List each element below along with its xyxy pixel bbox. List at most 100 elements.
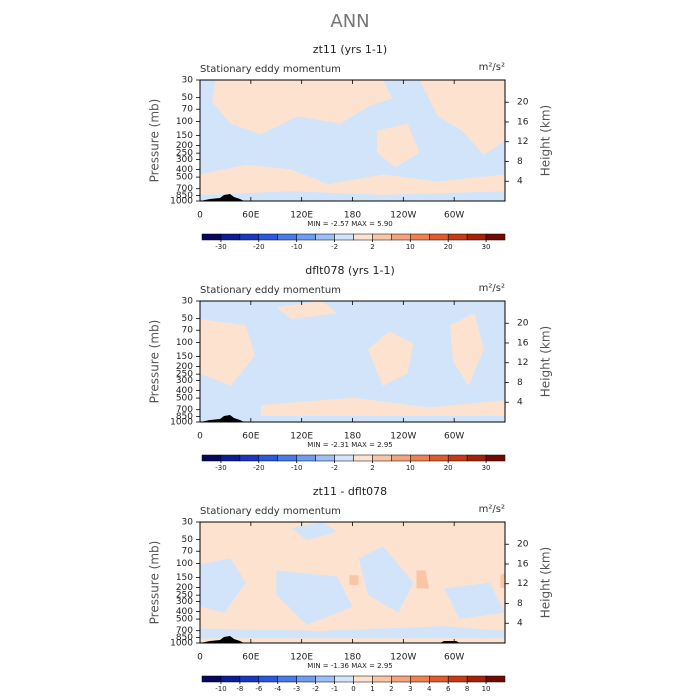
x-tick-label: 180 xyxy=(344,211,361,221)
y-tick-label: 100 xyxy=(176,559,193,569)
y-tick-label: 400 xyxy=(176,386,193,396)
x-tick-label: 120W xyxy=(390,211,416,221)
colorbar-box xyxy=(258,675,278,683)
colorbar-box xyxy=(315,233,335,241)
colorbar-box xyxy=(353,454,373,462)
x-tick-label: 180 xyxy=(344,432,361,442)
colorbar-box xyxy=(447,675,468,683)
topography xyxy=(200,636,460,643)
colorbar-box xyxy=(201,454,222,462)
y2-axis-label: Height (km) xyxy=(539,326,553,397)
contour-region xyxy=(349,575,359,585)
colorbar-label: -2 xyxy=(312,685,319,693)
left-label: Stationary eddy momentum xyxy=(200,506,341,517)
x-tick-label: 0 xyxy=(197,653,203,663)
colorbar-label: 2 xyxy=(389,685,393,693)
topography xyxy=(200,194,244,201)
contour-region xyxy=(261,397,505,416)
y-tick-label: 250 xyxy=(176,591,193,601)
colorbar-box xyxy=(372,675,392,683)
colorbar-label: 20 xyxy=(444,464,453,472)
y-tick-label: 500 xyxy=(176,173,193,183)
y2-tick-label: 16 xyxy=(517,117,529,127)
topography xyxy=(200,415,244,422)
colorbar-box xyxy=(201,675,222,683)
y-tick-label: 700 xyxy=(176,405,193,415)
y-axis-label: Pressure (mb) xyxy=(148,99,162,183)
y-tick-label: 150 xyxy=(176,573,193,583)
contour-field xyxy=(200,301,505,422)
y2-tick-label: 16 xyxy=(517,559,529,569)
colorbar-box xyxy=(315,454,335,462)
y-tick-label: 50 xyxy=(182,535,194,545)
contour-field xyxy=(200,80,505,201)
y-tick-label: 70 xyxy=(182,105,194,115)
y-tick-label: 30 xyxy=(182,297,194,307)
y-tick-label: 500 xyxy=(176,615,193,625)
y2-tick-label: 20 xyxy=(517,319,529,329)
panel-title: zt11 - dflt078 xyxy=(313,485,387,498)
y2-tick-label: 4 xyxy=(517,177,523,187)
colorbar-box xyxy=(296,454,316,462)
colorbar-box xyxy=(391,454,411,462)
colorbar-box xyxy=(334,454,354,462)
colorbar-box xyxy=(334,233,354,241)
colorbar-box xyxy=(315,675,335,683)
colorbar-box xyxy=(466,454,487,462)
colorbar-box xyxy=(239,454,260,462)
colorbar-label: 4 xyxy=(427,685,432,693)
y2-tick-label: 12 xyxy=(517,358,528,368)
x-tick-label: 60E xyxy=(242,432,259,442)
colorbar-box xyxy=(220,454,241,462)
y2-tick-label: 8 xyxy=(517,599,523,609)
left-label: Stationary eddy momentum xyxy=(200,64,341,75)
y2-axis-label: Height (km) xyxy=(539,547,553,618)
colorbar-label: 10 xyxy=(406,243,415,251)
contour-field xyxy=(200,522,505,643)
colorbar-box xyxy=(391,233,411,241)
colorbar-box xyxy=(372,454,392,462)
units-label: m²/s² xyxy=(479,62,505,73)
y2-axis-label: Height (km) xyxy=(539,105,553,176)
contour-region xyxy=(291,522,338,541)
y-tick-label: 400 xyxy=(176,607,193,617)
y-tick-label: 100 xyxy=(176,117,193,127)
y-tick-label: 850 xyxy=(176,191,193,201)
y-tick-label: 850 xyxy=(176,633,193,643)
colorbar-label: 1 xyxy=(370,685,374,693)
contour-region xyxy=(276,570,353,625)
colorbar-label: -6 xyxy=(255,685,263,693)
colorbar-label: -10 xyxy=(291,243,302,251)
colorbar-box xyxy=(220,233,241,241)
y2-tick-label: 8 xyxy=(517,157,523,167)
y-tick-label: 200 xyxy=(176,583,193,593)
colorbar-label: -30 xyxy=(215,243,226,251)
colorbar-box xyxy=(410,233,430,241)
contour-region xyxy=(450,313,484,386)
y-tick-label: 700 xyxy=(176,626,193,636)
colorbar-box xyxy=(429,675,449,683)
colorbar-box xyxy=(485,675,506,683)
y-tick-label: 200 xyxy=(176,141,193,151)
colorbar-box xyxy=(239,233,260,241)
colorbar-box xyxy=(201,233,222,241)
colorbar-box xyxy=(391,675,411,683)
y2-tick-label: 8 xyxy=(517,378,523,388)
colorbar-box xyxy=(296,675,316,683)
colorbar-box xyxy=(353,675,373,683)
panel-title: dflt078 (yrs 1-1) xyxy=(305,264,395,277)
colorbar-box xyxy=(277,454,297,462)
y2-tick-label: 12 xyxy=(517,579,528,589)
colorbar-label: 10 xyxy=(406,464,415,472)
y-tick-label: 70 xyxy=(182,547,194,557)
colorbar-box xyxy=(296,233,316,241)
y-tick-label: 100 xyxy=(176,338,193,348)
y-tick-label: 150 xyxy=(176,131,193,141)
y-tick-label: 50 xyxy=(182,93,194,103)
y2-tick-label: 20 xyxy=(517,540,529,550)
x-tick-label: 120E xyxy=(290,653,313,663)
colorbar-box xyxy=(258,233,278,241)
colorbar-label: -20 xyxy=(253,243,264,251)
colorbar-label: 8 xyxy=(465,685,469,693)
colorbar-box xyxy=(410,454,430,462)
